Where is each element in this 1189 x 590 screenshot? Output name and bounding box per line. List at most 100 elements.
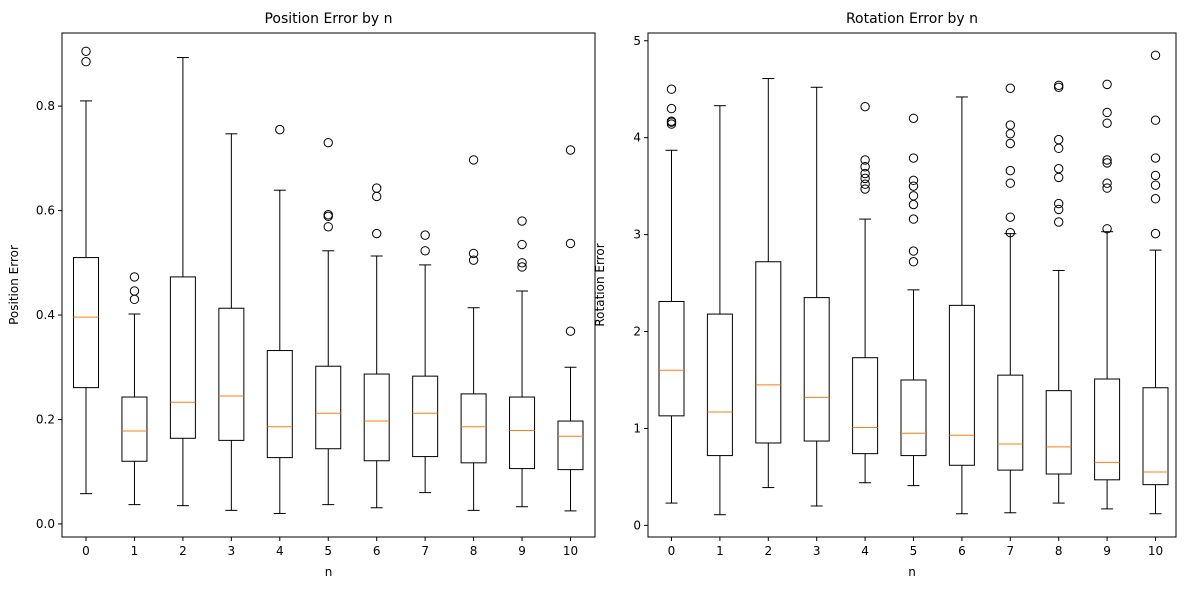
rotation-error-chart: Rotation Error by n 0 1 2 3 4 5 0 1 2 3 4 5 6 7 8 9 10 n Ro… bbox=[593, 11, 1177, 579]
iqr-box bbox=[218, 307, 245, 441]
x-tick-label: 3 bbox=[228, 544, 236, 558]
outlier-point bbox=[565, 145, 576, 155]
iqr-box bbox=[755, 261, 782, 444]
x-tick-label: 2 bbox=[764, 544, 772, 558]
box-9 bbox=[509, 216, 536, 508]
y-tick-label: 0.6 bbox=[36, 204, 55, 218]
outlier-point bbox=[420, 246, 430, 256]
box-5 bbox=[900, 113, 927, 487]
outlier-point bbox=[129, 294, 140, 305]
box-6 bbox=[363, 183, 390, 509]
y-tick-label: 0.4 bbox=[36, 308, 55, 322]
axes-frame bbox=[61, 32, 596, 538]
outlier-point bbox=[1005, 83, 1015, 93]
x-tick-label: 1 bbox=[716, 544, 724, 558]
outlier-point bbox=[1102, 224, 1112, 234]
box-10 bbox=[557, 145, 584, 512]
iqr-box bbox=[73, 257, 99, 389]
iqr-box bbox=[315, 365, 342, 450]
x-tick-label: 0 bbox=[82, 544, 90, 558]
iqr-box bbox=[948, 304, 975, 466]
y-tick-label: 0.2 bbox=[36, 412, 55, 426]
iqr-box bbox=[997, 374, 1024, 471]
outlier-point bbox=[1150, 194, 1161, 204]
box-5 bbox=[315, 137, 342, 506]
axes-frame bbox=[647, 32, 1177, 538]
outlier-point bbox=[517, 239, 527, 250]
iqr-box bbox=[1142, 387, 1169, 486]
x-tick-label: 6 bbox=[373, 544, 381, 558]
outlier-point bbox=[860, 168, 870, 179]
outlier-point bbox=[666, 103, 677, 114]
outlier-point bbox=[908, 199, 919, 210]
x-tick-label: 10 bbox=[1148, 544, 1163, 558]
y-tick-label: 2 bbox=[633, 325, 641, 339]
y-tick-label: 5 bbox=[633, 34, 641, 48]
outlier-point bbox=[1054, 163, 1064, 174]
outlier-point bbox=[1102, 107, 1112, 118]
outlier-point bbox=[860, 173, 870, 184]
outlier-point bbox=[860, 179, 870, 189]
outlier-point bbox=[323, 210, 333, 220]
outlier-point bbox=[420, 230, 430, 240]
outlier-point bbox=[129, 286, 140, 296]
outlier-point bbox=[1102, 178, 1112, 188]
x-tick-label: 8 bbox=[470, 544, 478, 558]
outlier-point bbox=[1150, 115, 1161, 125]
outlier-point bbox=[908, 153, 919, 163]
x-tick-label: 4 bbox=[861, 544, 869, 558]
y-tick-label: 0.8 bbox=[36, 99, 55, 113]
outlier-point bbox=[1005, 138, 1015, 149]
outlier-point bbox=[1005, 178, 1015, 188]
x-tick-label: 0 bbox=[668, 544, 676, 558]
y-tick-label: 4 bbox=[633, 131, 641, 145]
y-axis-label: Position Error bbox=[7, 245, 21, 325]
iqr-box bbox=[412, 375, 439, 458]
iqr-box bbox=[658, 300, 685, 417]
position-error-chart: Position Error by n 0.0 0.2 0.4 0.6 0.8 0 1 2 3 4 5… bbox=[7, 11, 596, 579]
outlier-point bbox=[908, 257, 919, 267]
box-0 bbox=[658, 84, 685, 504]
outlier-point bbox=[1054, 143, 1064, 154]
x-tick-label: 3 bbox=[813, 544, 821, 558]
iqr-box bbox=[1045, 390, 1072, 475]
outlier-point bbox=[1005, 129, 1015, 139]
box-0 bbox=[73, 46, 99, 495]
x-tick-label: 9 bbox=[518, 544, 526, 558]
y-tick-label: 0 bbox=[633, 518, 641, 532]
y-axis-label: Rotation Error bbox=[593, 243, 607, 326]
iqr-box bbox=[557, 420, 584, 471]
outlier-point bbox=[468, 255, 479, 265]
outlier-point bbox=[1150, 50, 1161, 60]
iqr-box bbox=[1094, 378, 1121, 481]
outlier-point bbox=[1054, 172, 1064, 183]
outlier-point bbox=[372, 183, 382, 193]
outlier-point bbox=[1102, 118, 1112, 128]
outlier-point bbox=[1102, 158, 1112, 168]
y-tick-label: 1 bbox=[633, 421, 641, 435]
box-7 bbox=[997, 83, 1024, 514]
chart-title: Rotation Error by n bbox=[846, 11, 978, 27]
box-1 bbox=[121, 272, 148, 506]
outlier-point bbox=[81, 46, 91, 56]
x-tick-label: 9 bbox=[1103, 544, 1111, 558]
x-tick-label: 7 bbox=[421, 544, 429, 558]
outlier-point bbox=[908, 175, 919, 186]
x-tick-label: 10 bbox=[563, 544, 578, 558]
outlier-point bbox=[666, 84, 677, 94]
outlier-point bbox=[81, 57, 91, 67]
outlier-point bbox=[1005, 120, 1015, 130]
outlier-point bbox=[1054, 82, 1064, 92]
outlier-point bbox=[1005, 212, 1015, 222]
x-tick-label: 6 bbox=[958, 544, 966, 558]
outlier-point bbox=[908, 113, 919, 123]
box-4 bbox=[852, 101, 879, 484]
iqr-box bbox=[706, 313, 733, 457]
outlier-point bbox=[1150, 153, 1161, 163]
outlier-point bbox=[1054, 204, 1064, 215]
outlier-point bbox=[908, 181, 919, 191]
outlier-point bbox=[517, 258, 527, 268]
outlier-point bbox=[1102, 155, 1112, 165]
outlier-point bbox=[372, 191, 382, 202]
